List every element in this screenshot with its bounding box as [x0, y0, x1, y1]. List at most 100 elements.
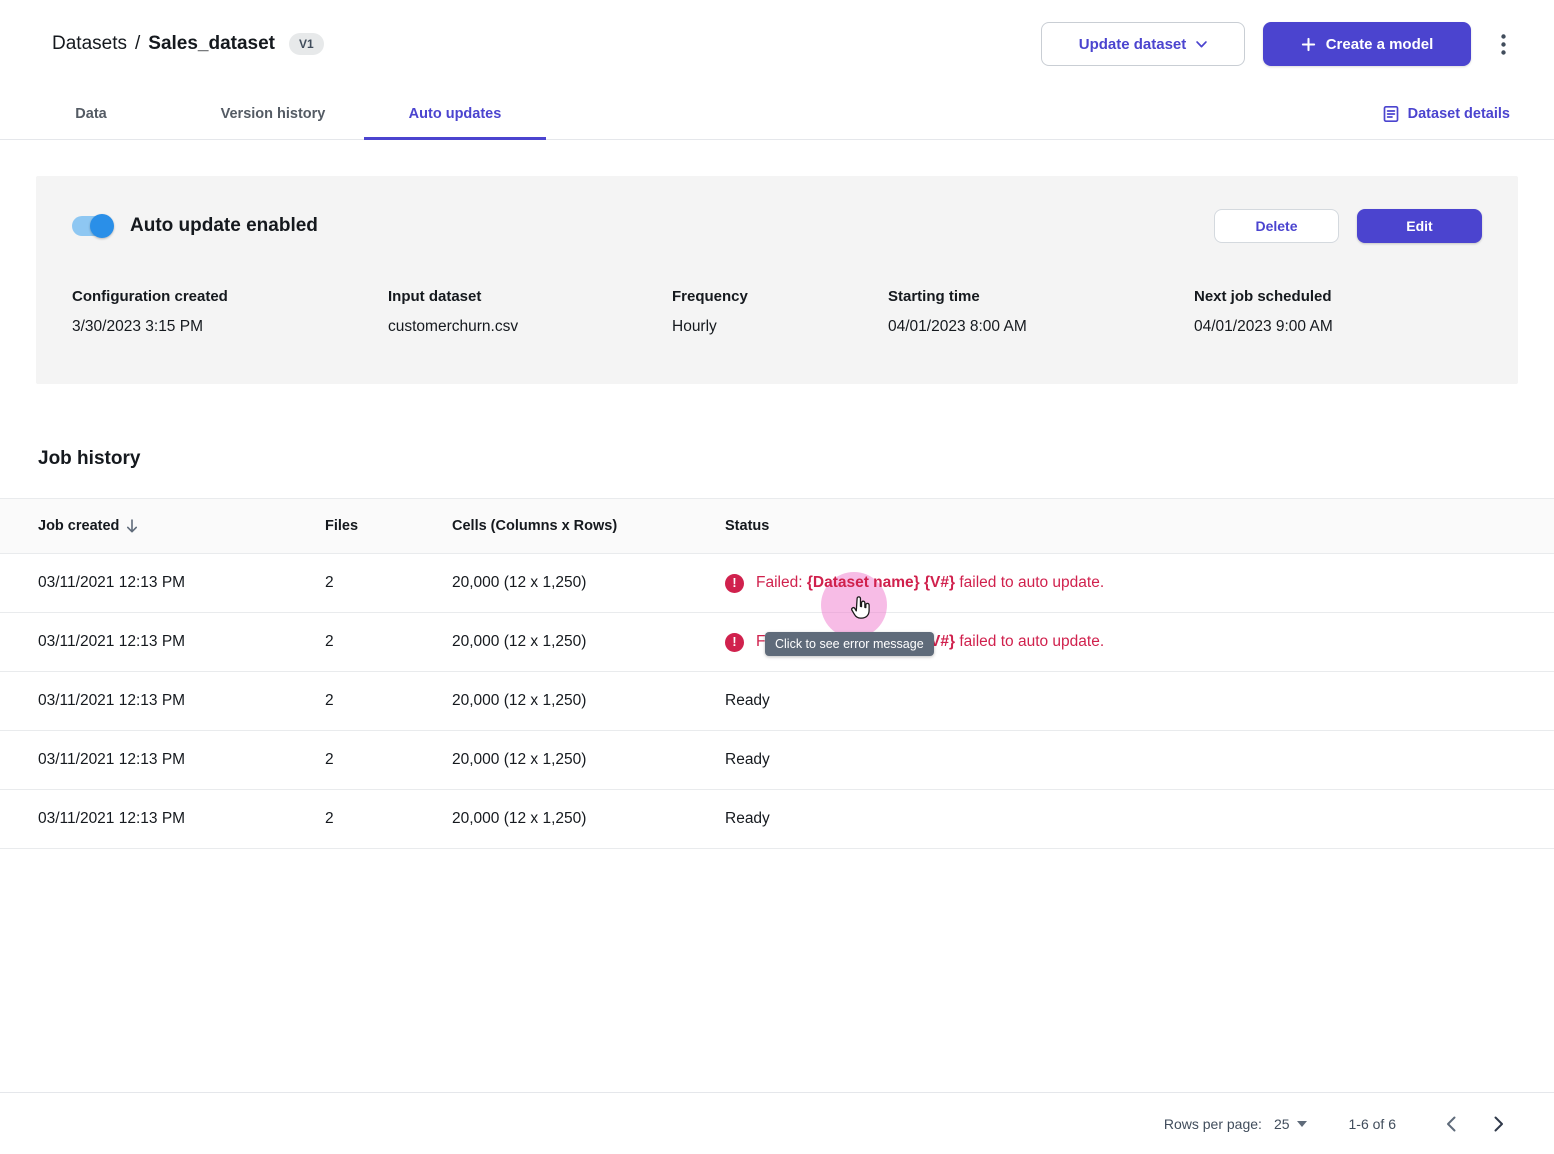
field-next-job-scheduled: Next job scheduled 04/01/2023 9:00 AM [1194, 288, 1482, 336]
status-suffix: failed to auto update. [955, 633, 1105, 650]
column-status-label: Status [725, 518, 770, 534]
chevron-down-icon [1196, 40, 1208, 48]
job-created-cell: 03/11/2021 12:13 PM [38, 810, 186, 827]
files-cell: 2 [325, 810, 334, 827]
table-row[interactable]: 03/11/2021 12:13 PM 2 20,000 (12 x 1,250… [0, 672, 1554, 731]
tab-version-history-label: Version history [220, 105, 326, 122]
cells-cell: 20,000 (12 x 1,250) [452, 574, 587, 591]
files-cell: 2 [325, 692, 334, 709]
version-badge: V1 [289, 33, 324, 55]
field-label: Configuration created [72, 288, 228, 305]
column-cells-label: Cells (Columns x Rows) [452, 518, 618, 534]
tab-version-history[interactable]: Version history [182, 88, 364, 139]
page-title: Sales_dataset [148, 33, 276, 54]
auto-update-panel-header: Auto update enabled Delete Edit [72, 204, 1482, 248]
files-cell: 2 [325, 633, 334, 650]
field-value: 04/01/2023 8:00 AM [888, 318, 1027, 335]
field-value: 3/30/2023 3:15 PM [72, 318, 203, 335]
kebab-menu-icon[interactable] [1493, 28, 1514, 61]
status-cell: Ready [725, 810, 1516, 828]
cells-cell: 20,000 (12 x 1,250) [452, 633, 587, 650]
caret-down-icon [1296, 1120, 1307, 1127]
status-cell: ! Failed: {Dataset name} {V#} failed to … [725, 571, 1516, 656]
error-icon[interactable]: ! [725, 632, 744, 652]
top-bar: Datasets / Sales_dataset V1 Update datas… [0, 0, 1554, 88]
rows-per-page-select[interactable]: 25 [1274, 1116, 1307, 1132]
files-cell: 2 [325, 751, 334, 768]
table-row[interactable]: 03/11/2021 12:13 PM 2 20,000 (12 x 1,250… [0, 790, 1554, 849]
tab-bar: Data Version history Auto updates Datase… [0, 88, 1554, 140]
error-tooltip: Click to see error message [765, 631, 934, 656]
field-value: 04/01/2023 9:00 AM [1194, 318, 1333, 335]
cells-cell: 20,000 (12 x 1,250) [452, 810, 587, 827]
job-history-table: Job created Files Cells (Columns x Rows)… [0, 498, 1554, 849]
column-files-label: Files [325, 518, 359, 534]
job-created-cell: 03/11/2021 12:13 PM [38, 574, 186, 591]
field-label: Frequency [672, 288, 748, 305]
delete-button[interactable]: Delete [1214, 209, 1339, 243]
update-dataset-button[interactable]: Update dataset [1041, 22, 1245, 66]
breadcrumb: Datasets / Sales_dataset V1 [52, 33, 324, 55]
column-files[interactable]: Files [325, 518, 452, 534]
auto-update-panel: Auto update enabled Delete Edit Configur… [36, 176, 1518, 384]
status-prefix: Failed: [756, 574, 807, 591]
files-cell: 2 [325, 574, 334, 591]
next-page-button[interactable] [1484, 1108, 1514, 1140]
topbar-actions: Update dataset Create a model [1041, 22, 1514, 66]
field-value: Hourly [672, 318, 717, 335]
edit-button[interactable]: Edit [1357, 209, 1482, 243]
dataset-details-label: Dataset details [1407, 105, 1510, 122]
job-history-title: Job history [38, 448, 141, 469]
tab-data[interactable]: Data [0, 88, 182, 139]
job-created-cell: 03/11/2021 12:13 PM [38, 692, 186, 709]
tab-data-label: Data [75, 105, 107, 122]
rows-per-page-label: Rows per page: [1163, 1115, 1262, 1132]
status-ready-text: Ready [725, 692, 770, 709]
create-model-button[interactable]: Create a model [1263, 22, 1471, 66]
column-job-created[interactable]: Job created [38, 518, 325, 534]
cells-cell: 20,000 (12 x 1,250) [452, 692, 587, 709]
dataset-details-link[interactable]: Dataset details [1382, 105, 1510, 123]
field-starting-time: Starting time 04/01/2023 8:00 AM [888, 288, 1194, 336]
rows-per-page-value: 25 [1273, 1115, 1290, 1132]
breadcrumb-separator: / [134, 33, 141, 54]
status-cell: Ready [725, 692, 1516, 710]
auto-update-fields: Configuration created 3/30/2023 3:15 PM … [72, 288, 1482, 336]
field-label: Next job scheduled [1194, 288, 1332, 305]
dataset-details-icon [1382, 105, 1400, 123]
table-row[interactable]: 03/11/2021 12:13 PM 2 20,000 (12 x 1,250… [0, 554, 1554, 656]
table-row[interactable]: 03/11/2021 12:13 PM 2 20,000 (12 x 1,250… [0, 731, 1554, 790]
breadcrumb-datasets-link[interactable]: Datasets [52, 33, 127, 54]
plus-icon [1301, 37, 1316, 52]
status-ready-text: Ready [725, 810, 770, 827]
tab-auto-updates[interactable]: Auto updates [364, 88, 546, 140]
auto-update-toggle[interactable] [72, 214, 114, 238]
job-created-cell: 03/11/2021 12:13 PM [38, 751, 186, 768]
field-label: Input dataset [388, 288, 482, 305]
pagination-range: 1-6 of 6 [1348, 1115, 1396, 1132]
table-header-row: Job created Files Cells (Columns x Rows)… [0, 498, 1554, 554]
cells-cell: 20,000 (12 x 1,250) [452, 751, 587, 768]
field-label: Starting time [888, 288, 980, 305]
job-created-cell: 03/11/2021 12:13 PM [38, 633, 186, 650]
status-suffix: failed to auto update. [955, 574, 1105, 591]
tab-auto-updates-label: Auto updates [408, 105, 502, 122]
column-status[interactable]: Status [725, 518, 1516, 534]
field-configuration-created: Configuration created 3/30/2023 3:15 PM [72, 288, 388, 336]
field-frequency: Frequency Hourly [672, 288, 888, 336]
create-model-label: Create a model [1325, 35, 1434, 53]
status-ready-text: Ready [725, 751, 770, 768]
toggle-knob [90, 214, 114, 238]
field-value: customerchurn.csv [388, 318, 519, 335]
column-job-created-label: Job created [38, 518, 120, 534]
status-cell: Ready [725, 751, 1516, 769]
update-dataset-label: Update dataset [1078, 35, 1187, 53]
column-cells[interactable]: Cells (Columns x Rows) [452, 518, 725, 534]
tabs-spacer [546, 88, 1382, 139]
prev-page-button[interactable] [1436, 1108, 1466, 1140]
status-failed-link[interactable]: Failed: {Dataset name} {V#} failed to au… [756, 574, 1104, 592]
status-dataset-name: {Dataset name} {V#} [806, 574, 956, 591]
sort-descending-icon [126, 519, 138, 533]
error-icon[interactable]: ! [725, 573, 744, 593]
auto-update-title: Auto update enabled [130, 215, 318, 236]
